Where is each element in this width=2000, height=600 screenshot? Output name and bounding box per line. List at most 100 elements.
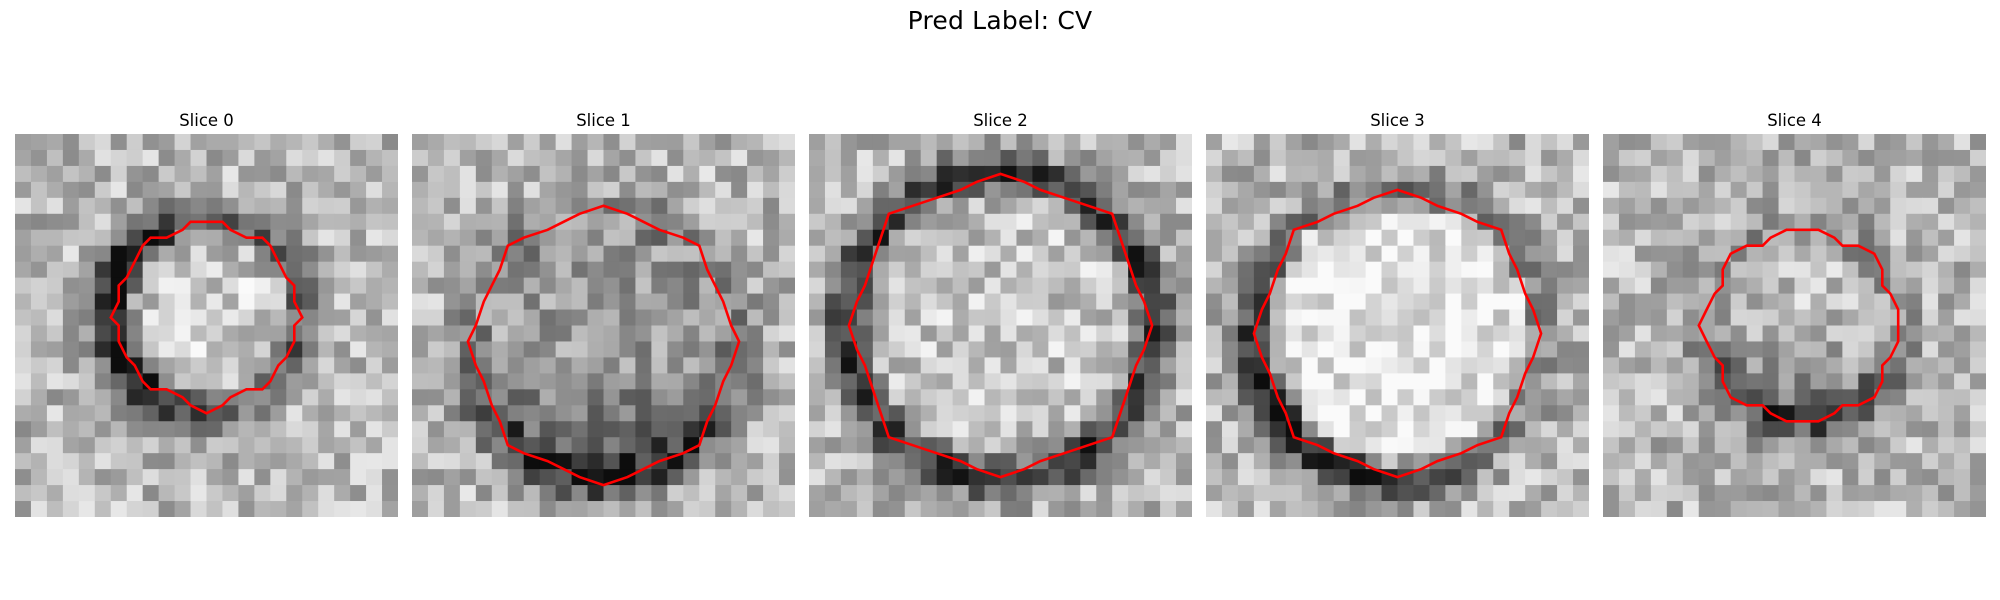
image-pixel [1525, 421, 1542, 438]
image-pixel [507, 421, 525, 438]
image-pixel [1557, 229, 1574, 247]
image-pixel [507, 245, 525, 263]
image-pixel [491, 389, 509, 406]
image-pixel [1064, 421, 1081, 438]
image-pixel [1650, 469, 1668, 486]
image-pixel [302, 197, 319, 215]
image-pixel [78, 213, 96, 231]
image-pixel [1493, 277, 1510, 295]
image-pixel [507, 165, 525, 183]
image-pixel [1810, 261, 1828, 279]
image-pixel [731, 197, 748, 215]
image-pixel [62, 309, 80, 327]
image-pixel [731, 421, 748, 438]
image-pixel [1237, 293, 1255, 311]
image-pixel [1890, 293, 1907, 311]
image-pixel [651, 421, 668, 438]
image-pixel [1221, 213, 1239, 231]
image-pixel [1493, 485, 1510, 502]
image-pixel [94, 341, 112, 359]
image-pixel [1890, 341, 1907, 359]
image-pixel [443, 229, 461, 247]
image-pixel [1285, 357, 1303, 374]
image-pixel [1634, 469, 1652, 486]
image-pixel [936, 309, 954, 327]
image-pixel [1048, 134, 1065, 151]
image-pixel [1810, 469, 1828, 486]
image-pixel [1333, 293, 1351, 311]
image-pixel [1666, 389, 1684, 406]
image-pixel [571, 501, 589, 517]
image-pixel [603, 325, 621, 343]
image-pixel [1666, 373, 1684, 390]
image-pixel [1237, 501, 1255, 517]
image-pixel [1477, 181, 1494, 199]
image-pixel [1890, 389, 1907, 406]
image-pixel [507, 485, 525, 502]
image-pixel [667, 309, 684, 327]
image-pixel [174, 197, 192, 215]
image-pixel [779, 181, 795, 199]
image-pixel [1144, 373, 1161, 390]
image-pixel [174, 181, 192, 199]
image-pixel [1032, 165, 1049, 183]
image-pixel [1128, 134, 1145, 151]
image-pixel [683, 389, 700, 406]
image-pixel [1064, 229, 1081, 247]
image-pixel [110, 341, 128, 359]
image-pixel [587, 213, 605, 231]
image-pixel [1842, 181, 1859, 199]
image-pixel [872, 373, 890, 390]
image-pixel [1333, 389, 1351, 406]
image-pixel [206, 245, 224, 263]
image-pixel [206, 357, 224, 374]
image-pixel [412, 261, 429, 279]
image-pixel [94, 277, 112, 295]
image-pixel [78, 197, 96, 215]
image-pixel [1573, 485, 1589, 502]
image-pixel [1477, 341, 1494, 359]
image-pixel [667, 325, 684, 343]
image-pixel [1349, 309, 1367, 327]
image-pixel [1285, 213, 1303, 231]
image-pixel [412, 134, 429, 151]
image-pixel [587, 389, 605, 406]
image-pixel [1285, 197, 1303, 215]
image-pixel [904, 293, 922, 311]
image-pixel [603, 245, 621, 263]
image-pixel [491, 341, 509, 359]
image-pixel [62, 293, 80, 311]
image-pixel [1317, 501, 1335, 517]
image-pixel [206, 261, 224, 279]
image-pixel [1970, 453, 1986, 470]
image-pixel [1746, 341, 1764, 359]
image-pixel [1778, 165, 1796, 183]
image-pixel [1730, 453, 1748, 470]
image-pixel [1253, 261, 1271, 279]
image-pixel [779, 341, 795, 359]
image-pixel [1096, 469, 1113, 486]
image-pixel [1206, 405, 1223, 422]
image-pixel [1746, 245, 1764, 263]
image-pixel [1573, 453, 1589, 470]
image-pixel [46, 469, 64, 486]
image-pixel [715, 405, 732, 422]
image-pixel [1317, 469, 1335, 486]
image-pixel [366, 213, 383, 231]
image-pixel [1080, 181, 1097, 199]
image-pixel [1525, 134, 1542, 151]
image-pixel [715, 325, 732, 343]
image-pixel [62, 389, 80, 406]
image-pixel [334, 277, 351, 295]
image-pixel [1778, 149, 1796, 167]
image-pixel [1541, 245, 1558, 263]
image-pixel [1317, 293, 1335, 311]
image-pixel [15, 293, 32, 311]
image-pixel [366, 437, 383, 454]
image-pixel [1730, 261, 1748, 279]
image-pixel [1778, 485, 1796, 502]
image-pixel [286, 421, 303, 438]
image-pixel [1714, 309, 1732, 327]
image-pixel [1176, 309, 1192, 327]
image-pixel [1541, 134, 1558, 151]
